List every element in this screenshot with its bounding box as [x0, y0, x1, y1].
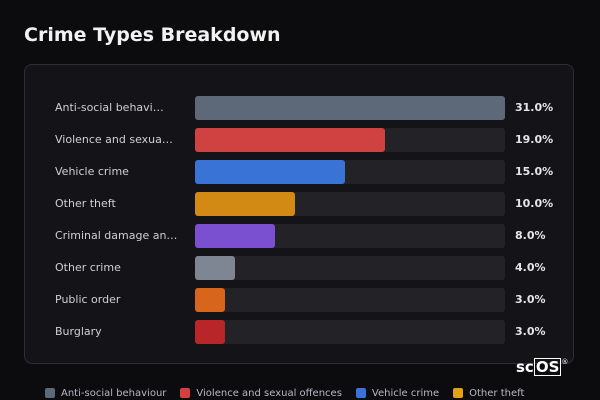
- bar: [195, 160, 345, 184]
- bar-track: [195, 128, 505, 152]
- bar: [195, 288, 225, 312]
- bar-row: Criminal damage an… 8.0%: [25, 224, 575, 248]
- bar-row: Violence and sexua… 19.0%: [25, 128, 575, 152]
- bar: [195, 224, 275, 248]
- bar-value-label: 19.0%: [515, 133, 554, 146]
- bar-category-label: Other theft: [55, 197, 116, 210]
- legend-item: Other theft: [453, 388, 524, 399]
- legend-item: Anti-social behaviour: [45, 388, 166, 399]
- bar-track: [195, 160, 505, 184]
- bar: [195, 256, 235, 280]
- bar: [195, 96, 505, 120]
- legend-item: Violence and sexual offences: [180, 388, 342, 399]
- bar-category-label: Burglary: [55, 325, 102, 338]
- legend-swatch: [355, 388, 366, 398]
- bar-category-label: Vehicle crime: [55, 165, 129, 178]
- bar-track: [195, 256, 505, 280]
- legend-swatch: [45, 388, 55, 398]
- legend-label: Violence and sexual offences: [196, 387, 342, 399]
- bar-value-label: 10.0%: [515, 197, 554, 210]
- legend-label: Vehicle crime: [371, 387, 440, 399]
- bar-value-label: 3.0%: [515, 325, 546, 338]
- bar-value-label: 3.0%: [515, 293, 546, 306]
- bar-category-label: Criminal damage an…: [55, 229, 178, 242]
- logo-boxed-text: OS: [533, 358, 562, 376]
- bar-row: Other theft 10.0%: [25, 192, 575, 216]
- legend-label: Anti-social behaviour: [61, 387, 167, 399]
- registered-mark: ®: [561, 358, 569, 366]
- bar-row: Burglary 3.0%: [25, 320, 575, 344]
- bar-category-label: Public order: [55, 293, 121, 306]
- scos-logo: sc OS ®: [516, 358, 568, 376]
- bar-row: Public order 3.0%: [25, 288, 575, 312]
- chart-card: Anti-social behavi… 31.0% Violence and sex…: [24, 64, 574, 364]
- bar-row: Vehicle crime 15.0%: [25, 160, 575, 184]
- legend-label: Other theft: [469, 387, 525, 399]
- legend-swatch: [453, 388, 464, 398]
- bar-track: [195, 192, 505, 216]
- logo-prefix: sc: [516, 358, 534, 376]
- legend-swatch: [180, 388, 191, 398]
- bar-track: [195, 288, 505, 312]
- bar-value-label: 4.0%: [515, 261, 546, 274]
- bar-row: Anti-social behavi… 31.0%: [25, 96, 575, 120]
- bar-value-label: 31.0%: [515, 101, 554, 114]
- bar-row: Other crime 4.0%: [25, 256, 575, 280]
- bar-category-label: Other crime: [55, 261, 121, 274]
- bar-value-label: 8.0%: [515, 229, 546, 242]
- bar: [195, 192, 295, 216]
- bar: [195, 128, 385, 152]
- bar-track: [195, 320, 505, 344]
- bar-track: [195, 224, 505, 248]
- bar-category-label: Anti-social behavi…: [55, 101, 164, 114]
- bar: [195, 320, 225, 344]
- bar-track: [195, 96, 505, 120]
- bar-value-label: 15.0%: [515, 165, 554, 178]
- legend-item: Vehicle crime: [355, 387, 440, 399]
- page-title: Crime Types Breakdown: [24, 24, 281, 46]
- bar-category-label: Violence and sexua…: [55, 133, 173, 146]
- chart-legend: Anti-social behaviour Violence and sexual…: [45, 386, 538, 400]
